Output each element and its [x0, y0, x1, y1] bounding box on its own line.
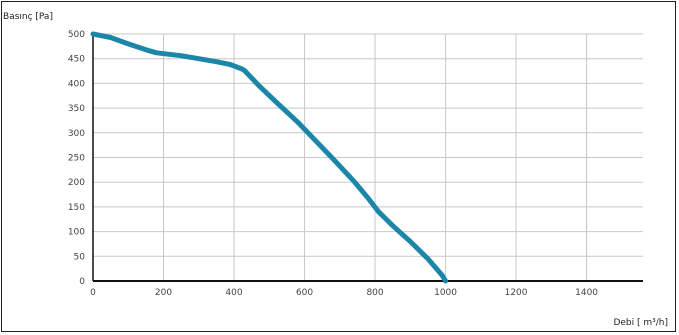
- x-axis-label: Debi [ m³/h]: [613, 318, 668, 328]
- grid: [93, 33, 643, 281]
- series-group: [90, 31, 449, 284]
- y-tick-label: 350: [68, 104, 85, 114]
- y-tick-label: 300: [68, 129, 85, 139]
- y-tick-label: 500: [68, 30, 85, 40]
- x-tick-label: 0: [90, 288, 96, 298]
- x-tick-label: 1000: [434, 288, 457, 298]
- x-tick-label: 400: [225, 288, 242, 298]
- y-tick-label: 100: [68, 228, 85, 238]
- x-tick-label: 800: [366, 288, 383, 298]
- y-tick-label: 150: [68, 203, 85, 213]
- y-tick-label: 400: [68, 79, 85, 89]
- series-line: [90, 31, 449, 284]
- y-tick-label: 450: [68, 55, 85, 65]
- y-tick-label: 250: [68, 154, 85, 164]
- x-tick-label: 200: [155, 288, 172, 298]
- y-tick-label: 200: [68, 178, 85, 188]
- x-tick-label: 1400: [575, 288, 598, 298]
- y-tick-label: 50: [74, 252, 86, 262]
- x-tick-label: 600: [296, 288, 313, 298]
- x-tick-labels: 0 200 400 600 800 1000 1200 1400: [90, 288, 598, 298]
- y-tick-label: 0: [79, 277, 85, 287]
- y-axis-label: Basınç [Pa]: [3, 12, 53, 22]
- x-tick-label: 1200: [505, 288, 528, 298]
- y-tick-labels: 0 50 100 150 200 250 300 350 400 450 500: [68, 30, 85, 287]
- axes: [92, 34, 643, 282]
